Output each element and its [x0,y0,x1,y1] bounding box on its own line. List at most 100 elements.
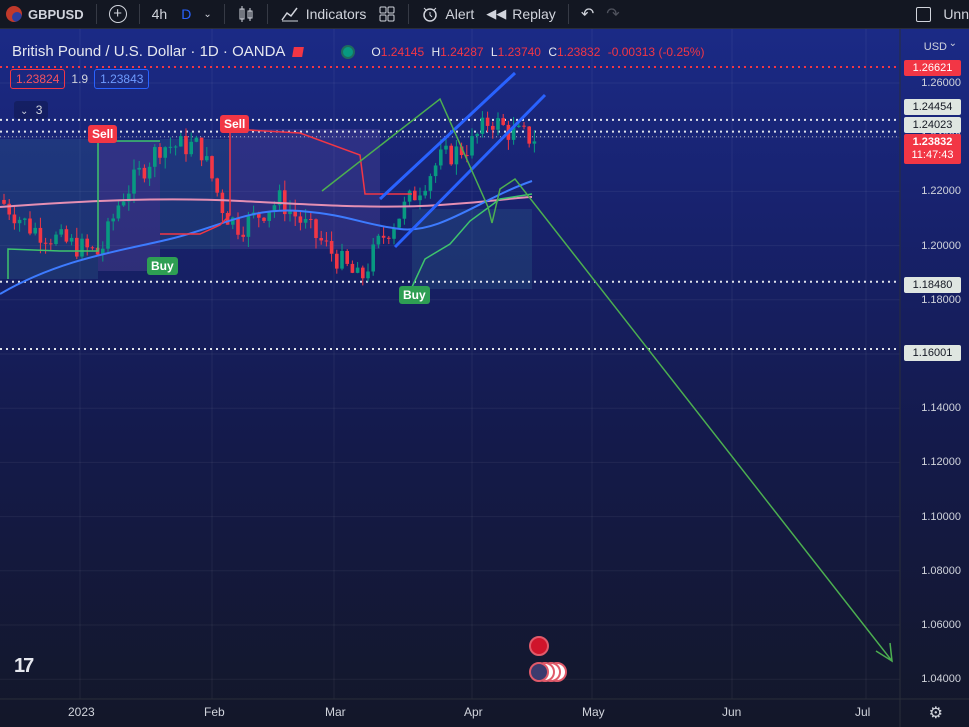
compare-button[interactable]: + [103,0,133,28]
divider [138,4,140,24]
time-label-may: May [582,705,605,719]
candle-body [397,218,401,228]
undo-icon: ↶ [580,6,595,23]
candle-body [433,165,438,177]
sell-zone [230,129,380,249]
candle-body [262,217,266,221]
candle-body [361,267,365,279]
candle-body [12,214,17,224]
candle-body [283,190,287,215]
candle-body [485,117,490,126]
candle-body [517,125,521,127]
indicators-toggle[interactable]: ⌄ 3 [14,101,49,119]
top-toolbar: GBPUSD + 4h D ⌄ Indicators Alert ◀◀ Repl… [0,0,969,29]
candle-body [241,234,245,237]
candle-body [413,190,417,201]
fullscreen-checkbox[interactable] [910,0,937,28]
candle-body [163,147,167,158]
time-label-jun: Jun [722,705,742,719]
candle-body [480,117,485,134]
candle-body [319,237,323,241]
candle-body [423,190,427,196]
candle-body [355,267,360,273]
candle-body [54,234,58,245]
divider [95,4,97,24]
level-tag-top: 1.26621 [904,60,961,76]
buy-price-button[interactable]: 1.23843 [94,69,150,89]
layouts-button[interactable] [372,0,402,28]
candle-body [64,229,69,242]
candle-body [215,178,219,193]
replay-button[interactable]: ◀◀ Replay [480,0,562,28]
replay-label: Replay [512,6,556,22]
chart-type-button[interactable] [231,0,261,28]
undo-button[interactable]: ↶ [575,0,600,28]
buy-signal-label: Buy [147,257,178,275]
candle-body [220,192,225,214]
chevron-down-icon: ⌄ [948,38,957,49]
candle-body [80,238,84,257]
level-tag-a: 1.24454 [904,99,961,115]
level-tag-d: 1.16001 [904,345,961,361]
candle-body [194,137,199,142]
interval-button[interactable]: 4h D ⌄ [146,0,218,28]
chevron-down-icon: ⌄ [20,106,29,117]
candle-body [189,141,193,155]
candle-body [402,201,407,219]
candle-body [49,243,53,245]
channel-lower [393,93,547,249]
chart-pane[interactable]: British Pound / U.S. Dollar · 1D · OANDA… [0,29,969,727]
symbol-legend: British Pound / U.S. Dollar · 1D · OANDA… [12,43,704,60]
candle-body [329,240,334,254]
candle-body [90,247,95,249]
price-tick-label: 1.26000 [921,77,961,89]
candle-body [7,203,11,215]
last-price-value: 1.23832 [912,136,953,148]
price-tick-label: 1.14000 [921,402,961,415]
rewind-icon: ◀◀ [486,6,507,21]
layout-name-button[interactable]: Unn [937,0,969,28]
gear-icon[interactable]: ⚙ [928,705,943,722]
market-status-icon[interactable] [341,44,356,59]
sell-price-button[interactable]: 1.23824 [10,69,66,89]
open-value: 1.24145 [380,44,425,59]
symbol-search-button[interactable]: GBPUSD [0,0,90,28]
red-flag-icon[interactable] [292,46,305,57]
candle-body [153,147,157,167]
candle-body [366,271,370,279]
candle-body [85,238,89,248]
candle-body [142,167,147,179]
time-axis[interactable]: 2023 Feb Mar Apr May Jun Jul [0,699,900,727]
candle-body [158,147,162,158]
uk-event-icon[interactable] [529,636,549,656]
indicators-label: Indicators [305,6,367,22]
chevron-down-icon: ⌄ [203,8,212,20]
candle-body [501,118,505,125]
indicators-icon [281,7,298,22]
low-value: 1.23740 [497,44,541,59]
bid-ask-row: 1.23824 1.9 1.23843 [10,69,150,89]
candle-body [439,149,443,166]
price-tick-label: 1.12000 [921,456,961,469]
close-label: C [548,44,557,59]
price-tick-label: 1.06000 [921,619,961,631]
alert-button[interactable]: Alert [415,0,480,28]
candle-body [381,235,386,238]
candle-body [23,218,27,220]
redo-button[interactable]: ↷ [600,0,625,28]
price-axis[interactable]: USD ⌄ 1.260001.240001.220001.200001.1800… [901,29,969,699]
interval-alt-label: D [181,6,192,22]
us-event-icon[interactable] [529,662,549,682]
candle-body [111,218,115,222]
candle-body [277,190,282,206]
candle-body [387,237,391,239]
candle-body [303,218,308,223]
currency-label[interactable]: USD [923,41,947,53]
projection-line [321,97,893,662]
candle-body [38,227,43,243]
high-value: 1.24287 [440,44,484,59]
price-chart[interactable] [0,29,969,727]
low-label: L [490,44,498,59]
supertrend-up [411,193,533,288]
indicators-button[interactable]: Indicators [274,0,373,28]
